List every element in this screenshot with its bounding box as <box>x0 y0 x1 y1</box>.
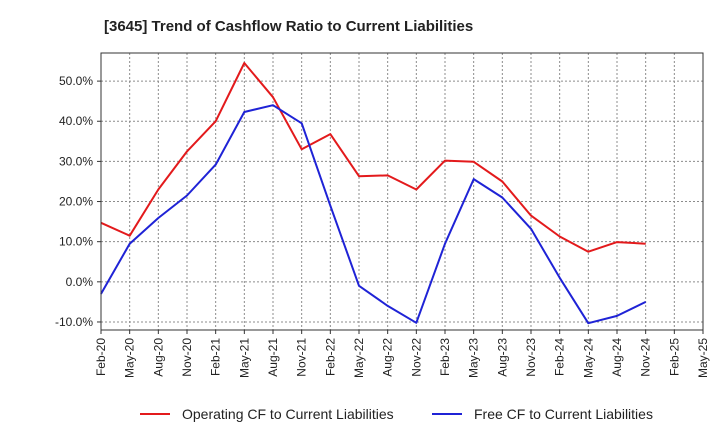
y-tick-label: 0.0% <box>66 275 94 289</box>
x-tick-label: Nov-20 <box>180 338 194 377</box>
legend-label: Operating CF to Current Liabilities <box>182 406 394 422</box>
x-tick-label: Aug-23 <box>495 338 509 377</box>
x-tick-label: May-21 <box>237 338 251 378</box>
x-tick-label: Nov-23 <box>524 338 538 377</box>
chart-title: [3645] Trend of Cashflow Ratio to Curren… <box>104 18 473 35</box>
x-tick-label: Feb-20 <box>94 338 108 376</box>
grid-lines <box>100 53 704 330</box>
x-tick-label: Feb-25 <box>667 338 681 376</box>
x-axis-ticks: Feb-20 May-20 Aug-20 Nov-20 Feb-21 May-21 Aug-… <box>94 330 710 378</box>
plot-area <box>101 53 703 330</box>
x-tick-label: Aug-24 <box>610 338 624 377</box>
y-tick-label: 30.0% <box>59 154 93 168</box>
plot-border <box>100 52 704 331</box>
x-tick-label: May-22 <box>352 338 366 378</box>
y-axis-ticks: 50.0% 40.0% 30.0% 20.0% 10.0% 0.0% -10.0% <box>55 74 101 329</box>
x-tick-label: Nov-21 <box>295 338 309 377</box>
legend: Operating CF to Current Liabilities Free … <box>140 406 653 422</box>
series-line-0 <box>100 62 646 253</box>
x-tick-label: Feb-22 <box>323 338 337 376</box>
x-tick-label: Nov-24 <box>639 338 653 377</box>
y-tick-label: 40.0% <box>59 114 93 128</box>
y-tick-label: 10.0% <box>59 235 93 249</box>
x-tick-label: Feb-21 <box>209 338 223 376</box>
y-tick-label: 20.0% <box>59 195 93 209</box>
x-tick-label: May-20 <box>123 338 137 378</box>
x-tick-label: Aug-22 <box>381 338 395 377</box>
y-tick-label: 50.0% <box>59 74 93 88</box>
x-tick-label: May-25 <box>696 338 710 378</box>
x-tick-label: Feb-24 <box>553 338 567 376</box>
series-line-1 <box>100 104 647 325</box>
x-tick-label: May-24 <box>581 338 595 378</box>
y-tick-label: -10.0% <box>55 315 93 329</box>
x-tick-label: Feb-23 <box>438 338 452 376</box>
x-tick-label: Aug-21 <box>266 338 280 377</box>
x-tick-label: Aug-20 <box>151 338 165 377</box>
x-tick-label: Nov-22 <box>409 338 423 377</box>
x-tick-label: May-23 <box>467 338 481 378</box>
legend-label: Free CF to Current Liabilities <box>474 406 653 422</box>
